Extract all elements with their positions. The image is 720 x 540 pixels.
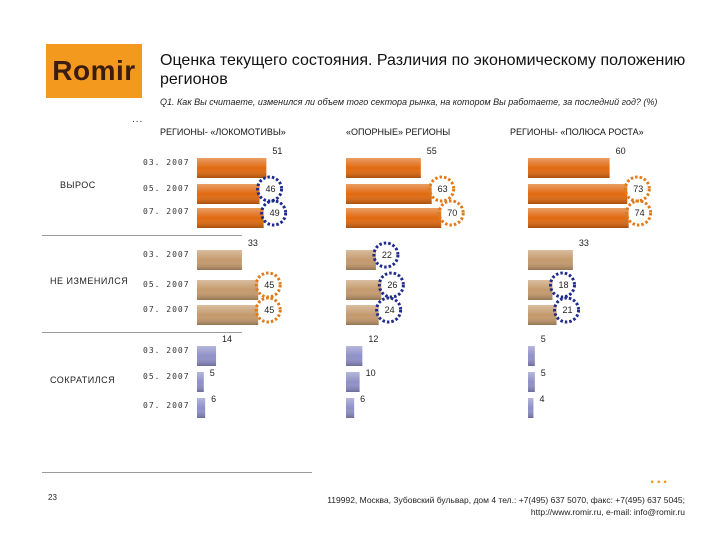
- contact-web: http://www.romir.ru, e-mail: info@romir.…: [300, 506, 685, 518]
- data-label: 24: [385, 305, 395, 315]
- bar-shading: [528, 250, 573, 270]
- bar-shading: [528, 372, 535, 392]
- bar-shading: [197, 372, 204, 392]
- data-label: 33: [579, 238, 589, 248]
- bar-shading: [346, 372, 360, 392]
- bar-shading: [346, 158, 421, 178]
- page-number: 23: [48, 493, 57, 502]
- bar-shading: [346, 305, 379, 325]
- data-label: 45: [264, 305, 274, 315]
- bar-shading: [197, 250, 242, 270]
- data-label: 33: [248, 238, 258, 248]
- data-label: 14: [222, 334, 232, 344]
- bar-chart: 5146495563706073743345452226243318211456…: [0, 0, 720, 540]
- bar-shading: [528, 346, 535, 366]
- bar-shading: [197, 305, 258, 325]
- footer-dots: ...: [650, 470, 669, 488]
- bar-shading: [346, 184, 432, 204]
- data-label: 73: [633, 184, 643, 194]
- bar-shading: [197, 346, 216, 366]
- data-label: 6: [360, 394, 365, 404]
- bar-shading: [346, 398, 354, 418]
- data-label: 12: [368, 334, 378, 344]
- bar-shading: [197, 208, 264, 228]
- data-label: 46: [266, 184, 276, 194]
- bar-shading: [346, 208, 441, 228]
- data-label: 51: [272, 146, 282, 156]
- bar-shading: [528, 305, 557, 325]
- data-label: 10: [366, 368, 376, 378]
- data-label: 74: [635, 208, 645, 218]
- data-label: 6: [211, 394, 216, 404]
- data-label: 70: [447, 208, 457, 218]
- data-label: 63: [438, 184, 448, 194]
- data-label: 49: [270, 208, 280, 218]
- data-label: 60: [616, 146, 626, 156]
- bar-shading: [197, 398, 205, 418]
- data-label: 22: [382, 250, 392, 260]
- bar-shading: [528, 280, 552, 300]
- bar-shading: [346, 346, 362, 366]
- data-label: 18: [558, 280, 568, 290]
- bar-shading: [197, 158, 266, 178]
- bar-shading: [528, 184, 627, 204]
- bar-shading: [346, 250, 376, 270]
- bar-shading: [528, 158, 610, 178]
- bar-shading: [346, 280, 381, 300]
- data-label: 5: [210, 368, 215, 378]
- bar-shading: [528, 208, 629, 228]
- data-label: 4: [539, 394, 544, 404]
- bar-shading: [197, 184, 260, 204]
- bar-shading: [197, 280, 258, 300]
- data-label: 5: [541, 334, 546, 344]
- data-label: 21: [563, 305, 573, 315]
- data-label: 55: [427, 146, 437, 156]
- data-label: 26: [387, 280, 397, 290]
- data-label: 45: [264, 280, 274, 290]
- data-label: 5: [541, 368, 546, 378]
- footer-contact: 119992, Москва, Зубовский бульвар, дом 4…: [300, 494, 685, 518]
- bar-shading: [528, 398, 533, 418]
- contact-address: 119992, Москва, Зубовский бульвар, дом 4…: [300, 494, 685, 506]
